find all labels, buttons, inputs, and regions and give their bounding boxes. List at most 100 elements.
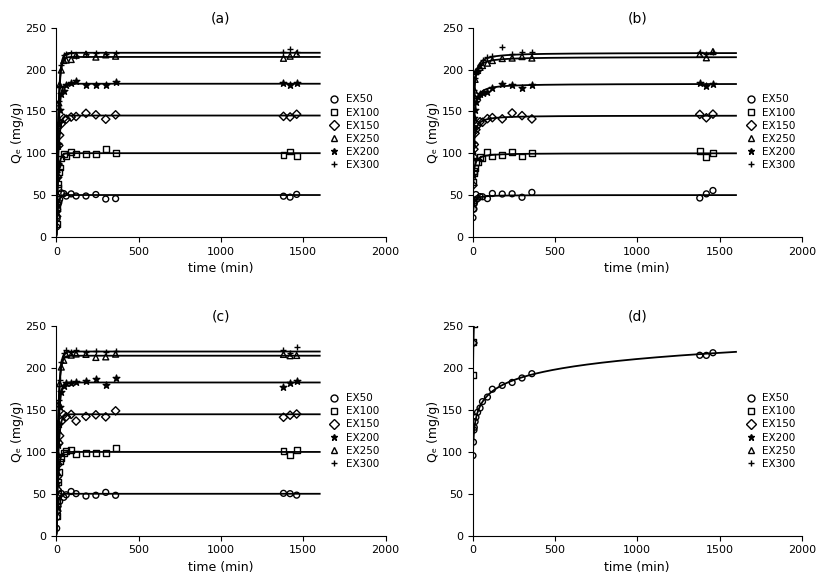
Point <box>99 194 112 204</box>
Point <box>467 310 480 319</box>
Point <box>99 144 112 154</box>
Point <box>466 197 480 207</box>
Point <box>50 485 64 494</box>
Point <box>700 189 713 198</box>
X-axis label: time (min): time (min) <box>189 561 254 574</box>
Point <box>65 410 78 419</box>
Point <box>50 498 64 507</box>
Point <box>290 410 304 419</box>
Point <box>485 384 499 394</box>
Point <box>469 67 482 77</box>
Point <box>60 446 73 456</box>
Legend: EX50, EX100, EX150, EX200, EX250, EX300: EX50, EX100, EX150, EX200, EX250, EX300 <box>324 389 384 473</box>
Point <box>57 189 70 198</box>
X-axis label: time (min): time (min) <box>189 262 254 275</box>
Point <box>467 199 480 208</box>
Point <box>476 10 489 19</box>
Point <box>51 205 65 214</box>
Point <box>505 190 519 199</box>
Point <box>468 227 481 236</box>
Point <box>525 174 538 184</box>
Legend: EX50, EX100, EX150, EX250, EX200, EX300: EX50, EX100, EX150, EX250, EX200, EX300 <box>324 90 384 174</box>
Point <box>55 66 68 75</box>
Point <box>466 438 480 447</box>
Point <box>473 117 486 126</box>
Point <box>525 47 538 56</box>
Point <box>50 222 64 232</box>
Point <box>89 190 103 199</box>
Point <box>65 55 78 64</box>
Point <box>50 524 64 533</box>
Point <box>284 351 297 360</box>
Legend: EX50, EX100, EX150, EX200, EX250, EX300: EX50, EX100, EX150, EX200, EX250, EX300 <box>740 389 800 473</box>
Point <box>700 350 713 360</box>
Point <box>473 31 486 40</box>
Point <box>466 316 480 326</box>
Point <box>50 501 64 510</box>
Point <box>469 68 482 77</box>
Point <box>468 298 481 307</box>
Point <box>69 112 83 121</box>
Point <box>50 466 64 475</box>
Point <box>469 412 482 422</box>
Point <box>468 144 481 153</box>
Point <box>89 353 103 362</box>
Point <box>79 49 93 58</box>
Point <box>277 112 290 121</box>
Point <box>290 445 304 455</box>
Point <box>55 417 68 426</box>
Point <box>284 378 297 387</box>
Point <box>473 167 486 177</box>
Point <box>290 78 304 87</box>
Point <box>467 113 480 123</box>
Point <box>480 393 494 402</box>
Point <box>99 352 112 362</box>
Point <box>109 491 122 500</box>
Point <box>109 443 122 453</box>
Point <box>69 51 83 60</box>
Point <box>89 410 103 419</box>
Point <box>480 194 494 203</box>
Point <box>52 438 65 448</box>
Title: (c): (c) <box>212 310 230 324</box>
Point <box>69 50 83 60</box>
Point <box>50 214 64 223</box>
Point <box>50 212 64 221</box>
Point <box>50 467 64 476</box>
Point <box>51 159 65 168</box>
Point <box>51 142 65 151</box>
Point <box>109 149 122 158</box>
Point <box>109 347 122 356</box>
Point <box>277 488 290 498</box>
Point <box>466 338 480 347</box>
Point <box>466 204 480 214</box>
Point <box>57 113 70 123</box>
Title: (a): (a) <box>211 11 231 25</box>
Point <box>468 164 481 173</box>
Point <box>706 186 719 195</box>
Point <box>57 51 70 60</box>
X-axis label: time (min): time (min) <box>605 561 670 574</box>
Point <box>473 107 486 116</box>
Y-axis label: Qₑ (mg/g): Qₑ (mg/g) <box>11 102 24 163</box>
Point <box>469 157 482 167</box>
Point <box>50 163 64 173</box>
Point <box>50 479 64 488</box>
Point <box>69 489 83 498</box>
Point <box>706 148 719 157</box>
Point <box>515 83 528 92</box>
Point <box>515 47 528 57</box>
Point <box>466 370 480 380</box>
Point <box>467 423 480 432</box>
Point <box>290 490 304 500</box>
Point <box>706 47 719 56</box>
Point <box>53 80 66 90</box>
Point <box>476 61 489 70</box>
Point <box>476 55 489 64</box>
Point <box>79 412 93 421</box>
Point <box>69 377 83 387</box>
Title: (b): (b) <box>628 11 647 25</box>
Point <box>51 477 65 487</box>
Point <box>99 347 112 356</box>
Point <box>485 51 499 60</box>
